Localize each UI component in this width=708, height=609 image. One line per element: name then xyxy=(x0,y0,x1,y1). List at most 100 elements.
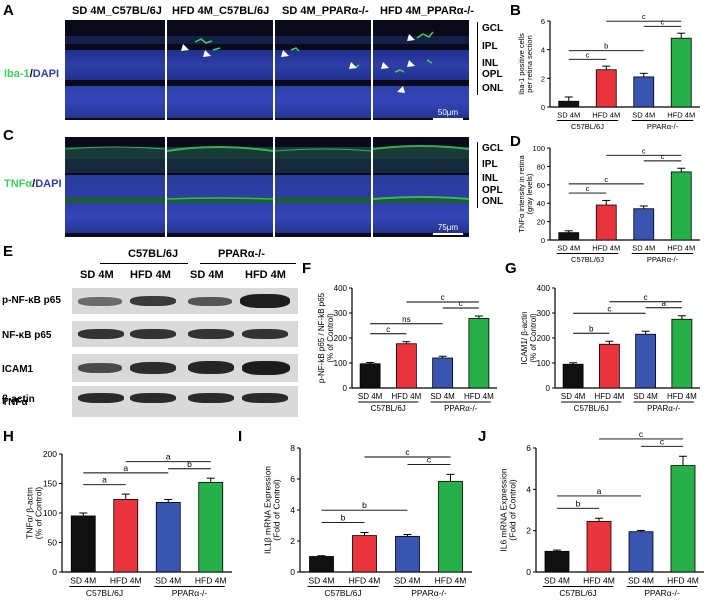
layer-label: ONL xyxy=(482,83,504,94)
group-label: PPARα-/- xyxy=(444,404,478,413)
bar xyxy=(670,37,692,108)
sig-label: c xyxy=(405,447,410,457)
category-label: SD 4M xyxy=(430,392,455,401)
wb-group-ppar: PPARα-/- xyxy=(218,248,265,260)
sig-label: c xyxy=(427,454,432,464)
wb-row-label: β-actin xyxy=(2,394,35,405)
bar xyxy=(359,363,381,389)
layer-label: GCL xyxy=(482,143,504,154)
sig-label: b xyxy=(604,42,608,51)
stain-label-a: Iba-1/DAPI xyxy=(4,68,59,80)
y-tick-label: 100 xyxy=(43,508,57,518)
bar xyxy=(468,318,490,389)
y-axis-label-line: ICAM1/ β-actin xyxy=(520,311,529,364)
y-tick-label: 200 xyxy=(334,334,348,343)
y-tick-label: 100 xyxy=(537,359,551,368)
sig-label: a xyxy=(166,452,171,462)
wb-band xyxy=(78,297,122,306)
microglia-cell xyxy=(416,31,434,39)
stain-primary-c: TNFα xyxy=(4,178,33,190)
layer-inl xyxy=(65,50,469,80)
bar xyxy=(633,208,655,241)
layer-label: IPL xyxy=(482,41,498,52)
y-tick-label: 8 xyxy=(290,443,295,453)
bar xyxy=(628,531,654,573)
wb-lane-3: SD 4M xyxy=(190,269,224,281)
category-label: SD 4M xyxy=(557,111,580,120)
wb-lane-4: HFD 4M xyxy=(245,269,286,281)
y-tick-label: 50 xyxy=(48,538,58,548)
tnf-band xyxy=(65,146,166,150)
scale-bar-c: 75μm xyxy=(433,223,463,235)
y-axis-label-line: (Fold of Control) xyxy=(508,479,518,541)
y-tick-label: 4 xyxy=(541,46,545,55)
stain-primary-a: Iba-1 xyxy=(4,68,30,80)
layer-bracket xyxy=(477,142,481,208)
group-label: C57BL/6J xyxy=(559,588,596,598)
y-tick-label: 60 xyxy=(537,181,545,190)
category-label: SD 4M xyxy=(632,244,655,253)
bar xyxy=(671,318,693,389)
tnf-band xyxy=(274,148,372,152)
scale-line-c xyxy=(433,233,463,235)
chart-g: 0 100 200 300 400 ICAM1/ β-actin(% of Control… xyxy=(520,284,700,413)
stain-secondary-c: DAPI xyxy=(35,178,62,190)
chart-h: 0 50 100 150 200 TNFα/ β-actin(% of Control) S… xyxy=(24,449,232,598)
category-label: HFD 4M xyxy=(594,392,624,401)
bar xyxy=(432,357,454,389)
y-tick-label: 80 xyxy=(537,162,545,171)
y-tick-label: 6 xyxy=(541,17,545,26)
sig-label: c xyxy=(604,175,608,184)
bar xyxy=(113,499,139,573)
panel-label-c: C xyxy=(3,127,14,144)
scale-line-a xyxy=(433,118,463,120)
micro-header-hfd-c57: HFD 4M_C57BL/6J xyxy=(172,5,270,17)
category-label: HFD 4M xyxy=(464,392,494,401)
wb-row-label: TNFα xyxy=(2,397,28,408)
wb-lane-2: HFD 4M xyxy=(130,269,171,281)
sig-label: b xyxy=(187,459,192,469)
group-label: C57BL/6J xyxy=(574,404,609,413)
layer-label: ONL xyxy=(482,196,504,207)
chart-b: 0 2 4 6 Iba-1 positive cellsper retina secti… xyxy=(517,12,700,130)
iba1-cells xyxy=(194,31,434,73)
panel-label-b: B xyxy=(510,2,521,19)
arrowhead-icon xyxy=(281,50,289,57)
category-label: SD 4M xyxy=(70,576,96,586)
wb-band xyxy=(188,329,234,339)
group-label: PPARα-/- xyxy=(647,255,679,264)
y-axis-label-line: (gray levels) xyxy=(525,173,534,214)
wb-strip-nfkb xyxy=(72,321,298,347)
panel-divider xyxy=(273,20,275,120)
microglia-cell xyxy=(212,47,221,51)
micrograph-c: 75μm xyxy=(65,137,469,237)
category-label: SD 4M xyxy=(628,576,654,586)
wb-band xyxy=(188,393,234,403)
layer-bracket xyxy=(477,22,481,95)
sig-label: b xyxy=(589,324,594,333)
arrowhead-icon xyxy=(407,60,415,67)
stain-sep-a: / xyxy=(29,68,33,80)
panel-divider xyxy=(273,137,275,237)
scale-label-a: 50μm xyxy=(437,108,459,117)
sig-label: c xyxy=(441,293,445,302)
chart-j: 0 2 4 6 IL6 mRNA Expression(Fold of Control)… xyxy=(498,432,704,598)
category-label: HFD 4M xyxy=(592,111,620,120)
bar xyxy=(633,76,655,108)
layer-label: OPL xyxy=(482,185,503,196)
wb-band xyxy=(242,393,288,403)
y-axis-label: Iba-1 positive cellsper retina section xyxy=(517,33,534,95)
arrowhead-icon xyxy=(203,50,211,57)
category-label: HFD 4M xyxy=(667,111,695,120)
y-tick-label: 4 xyxy=(290,505,295,515)
sig-label: c xyxy=(586,184,590,193)
group-label: PPARα-/- xyxy=(644,588,680,598)
y-tick-label: 2 xyxy=(541,74,545,83)
y-tick-label: 0 xyxy=(526,567,531,577)
y-tick-label: 0 xyxy=(290,567,295,577)
group-label: C57BL/6J xyxy=(86,588,123,598)
microglia-cell xyxy=(426,59,433,64)
arrowhead-icon xyxy=(181,44,189,51)
category-label: HFD 4M xyxy=(583,576,615,586)
wb-group-line-ppar xyxy=(200,263,296,264)
